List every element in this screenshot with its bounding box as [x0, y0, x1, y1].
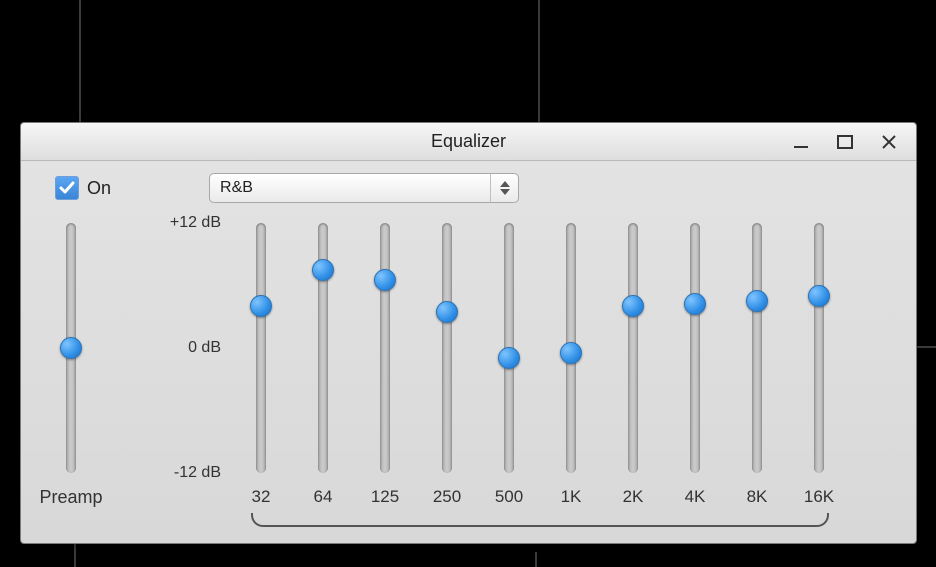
band-slider-2K[interactable] [616, 223, 650, 473]
slider-track [380, 223, 390, 473]
band-freq-label: 2K [608, 487, 658, 507]
top-controls-row: On R&B [21, 161, 916, 209]
band-slider-500[interactable] [492, 223, 526, 473]
slider-thumb[interactable] [560, 342, 582, 364]
band-freq-label: 8K [732, 487, 782, 507]
slider-thumb[interactable] [808, 285, 830, 307]
slider-thumb[interactable] [436, 301, 458, 323]
band-slider-64[interactable] [306, 223, 340, 473]
equalizer-area: +12 dB 0 dB -12 dB Preamp 32 64 125 250 500 1K… [21, 209, 916, 539]
band-slider-4K[interactable] [678, 223, 712, 473]
on-checkbox[interactable] [55, 176, 79, 200]
band-freq-label: 16K [794, 487, 844, 507]
band-slider-1K[interactable] [554, 223, 588, 473]
slider-thumb[interactable] [60, 337, 82, 359]
callout-line [535, 552, 537, 567]
on-label: On [87, 178, 111, 199]
slider-thumb[interactable] [374, 269, 396, 291]
titlebar: Equalizer [21, 123, 916, 161]
slider-track [256, 223, 266, 473]
db-min-label: -12 dB [174, 464, 221, 482]
band-freq-label: 4K [670, 487, 720, 507]
slider-track [442, 223, 452, 473]
slider-track [814, 223, 824, 473]
db-mid-label: 0 dB [188, 339, 221, 357]
slider-thumb[interactable] [622, 295, 644, 317]
bands-bracket [251, 513, 829, 527]
band-slider-125[interactable] [368, 223, 402, 473]
window-controls [790, 123, 908, 160]
preset-selected-label: R&B [220, 179, 253, 197]
callout-line [74, 542, 76, 567]
slider-track [690, 223, 700, 473]
dropdown-arrows-icon [490, 174, 518, 202]
preamp-label: Preamp [26, 487, 116, 508]
slider-thumb[interactable] [250, 295, 272, 317]
band-slider-32[interactable] [244, 223, 278, 473]
close-button[interactable] [878, 131, 900, 153]
band-freq-label: 250 [422, 487, 472, 507]
slider-thumb[interactable] [498, 347, 520, 369]
slider-thumb[interactable] [312, 259, 334, 281]
slider-track [628, 223, 638, 473]
db-max-label: +12 dB [170, 214, 221, 232]
slider-thumb[interactable] [684, 293, 706, 315]
minimize-button[interactable] [790, 131, 812, 153]
db-scale-labels: +12 dB 0 dB -12 dB [141, 209, 221, 469]
slider-thumb[interactable] [746, 290, 768, 312]
band-freq-label: 32 [236, 487, 286, 507]
band-slider-250[interactable] [430, 223, 464, 473]
band-slider-8K[interactable] [740, 223, 774, 473]
preamp-slider[interactable] [54, 223, 88, 473]
band-freq-label: 500 [484, 487, 534, 507]
equalizer-window: Equalizer On R&B +12 dB [20, 122, 917, 544]
maximize-button[interactable] [834, 131, 856, 153]
band-freq-label: 125 [360, 487, 410, 507]
band-slider-16K[interactable] [802, 223, 836, 473]
slider-track [752, 223, 762, 473]
band-freq-label: 1K [546, 487, 596, 507]
preset-dropdown[interactable]: R&B [209, 173, 519, 203]
band-freq-label: 64 [298, 487, 348, 507]
window-title: Equalizer [431, 131, 506, 152]
